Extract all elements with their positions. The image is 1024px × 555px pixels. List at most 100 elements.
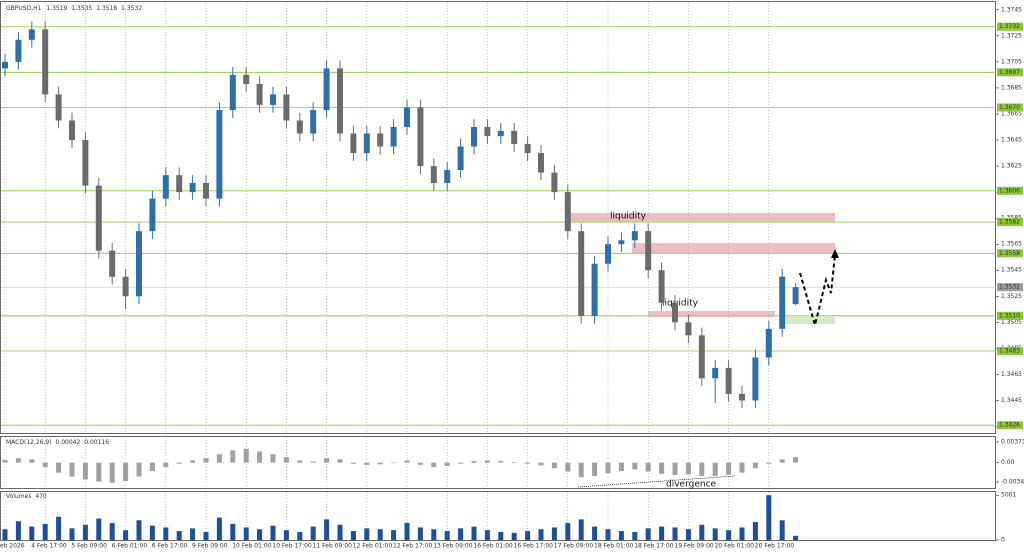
- candle-body: [578, 231, 585, 316]
- x-tick-label: 17 Feb 09:00: [554, 543, 594, 550]
- candle-body: [564, 192, 571, 232]
- bar: [779, 520, 785, 540]
- indicator-value: 470: [35, 493, 47, 500]
- symbol: GBPUSD,H1: [6, 5, 42, 12]
- candle-body: [256, 84, 263, 105]
- bar: [618, 531, 624, 540]
- x-tick-label: 10 Feb 01:00: [232, 543, 272, 550]
- level-tag: [997, 421, 1023, 430]
- bar: [283, 457, 289, 463]
- candle-body: [28, 29, 35, 40]
- bar: [176, 462, 182, 464]
- bar: [685, 529, 691, 540]
- bar: [297, 460, 303, 463]
- bar: [592, 526, 598, 540]
- bar: [618, 462, 624, 471]
- bar: [136, 520, 142, 540]
- candle-body: [551, 172, 558, 193]
- bar: [712, 528, 718, 540]
- candle-body: [176, 175, 183, 193]
- candle-body: [457, 146, 464, 170]
- candle-body: [792, 287, 799, 305]
- ohlc-value: 1.3535: [71, 5, 92, 12]
- bar: [230, 523, 236, 540]
- x-tick-label: 19 Feb 09:00: [674, 543, 714, 550]
- x-tick-label: 11 Feb 09:00: [313, 543, 353, 550]
- bar: [123, 462, 129, 482]
- bar: [444, 531, 450, 540]
- bar: [270, 525, 276, 540]
- indicator-name: Volumes: [6, 493, 31, 500]
- x-tick-label: 20 Feb 17:00: [755, 543, 795, 550]
- bar: [605, 462, 611, 474]
- x-tick-label: 5 Feb 09:00: [71, 543, 107, 550]
- candle-body: [162, 175, 169, 199]
- bar: [538, 462, 544, 466]
- bar: [216, 517, 222, 540]
- y-tick-label: 1.3525: [1001, 293, 1022, 300]
- bar: [310, 461, 316, 463]
- forecast-path: [799, 254, 836, 329]
- bar: [324, 519, 330, 540]
- bar: [685, 462, 691, 475]
- bar: [190, 528, 196, 540]
- bar: [350, 531, 356, 540]
- y-tick-label: 1.3565: [1001, 241, 1022, 248]
- candle-body: [69, 120, 75, 141]
- y-tick-label: 1.3665: [1001, 110, 1022, 117]
- candle-body: [350, 133, 357, 154]
- bar: [257, 529, 263, 540]
- candle-body: [243, 74, 250, 85]
- bar: [96, 518, 102, 540]
- candle-body: [631, 231, 638, 241]
- bar: [56, 462, 62, 473]
- volume-panel: [0, 491, 996, 541]
- bar: [699, 462, 705, 477]
- candle-body: [377, 133, 384, 147]
- candle-body: [109, 250, 116, 277]
- bar: [458, 528, 464, 540]
- bar: [525, 462, 531, 464]
- bar: [551, 527, 557, 540]
- bar: [69, 462, 75, 477]
- level-label: 1.3732: [999, 23, 1020, 30]
- bar: [283, 530, 289, 540]
- bar: [243, 448, 249, 463]
- bar: [484, 460, 490, 463]
- bar: [297, 531, 303, 540]
- candle-body: [417, 107, 424, 167]
- y-tick-label: 1.3625: [1001, 163, 1022, 170]
- bar: [779, 459, 785, 463]
- candle-body: [82, 140, 89, 186]
- bar: [659, 526, 665, 540]
- bar: [431, 462, 437, 468]
- candle-body: [404, 107, 410, 128]
- bar: [538, 529, 544, 540]
- candle-body: [444, 169, 451, 183]
- bar: [699, 524, 705, 540]
- x-tick-label: 9 Feb 09:00: [192, 543, 228, 550]
- candle-body: [430, 166, 437, 183]
- bar: [29, 459, 35, 463]
- level-label: 1.3670: [999, 104, 1020, 111]
- bar: [163, 462, 169, 468]
- bar: [69, 528, 75, 540]
- liquidity-zone: [632, 243, 835, 254]
- candle-body: [95, 185, 102, 251]
- candle-body: [591, 263, 598, 316]
- candle-body: [149, 198, 156, 232]
- candle-body: [310, 110, 317, 134]
- bar: [203, 458, 209, 463]
- candle-body: [55, 94, 62, 121]
- y-tick-label: 1.3505: [1001, 319, 1022, 326]
- bar: [417, 462, 423, 465]
- bar: [632, 531, 638, 540]
- bar: [123, 530, 129, 540]
- bar: [605, 529, 611, 540]
- bar: [672, 527, 678, 540]
- bar: [42, 462, 48, 468]
- bar: [243, 527, 249, 540]
- demand-zone: [780, 316, 835, 324]
- candle-body: [2, 61, 8, 69]
- candle-body: [725, 367, 732, 394]
